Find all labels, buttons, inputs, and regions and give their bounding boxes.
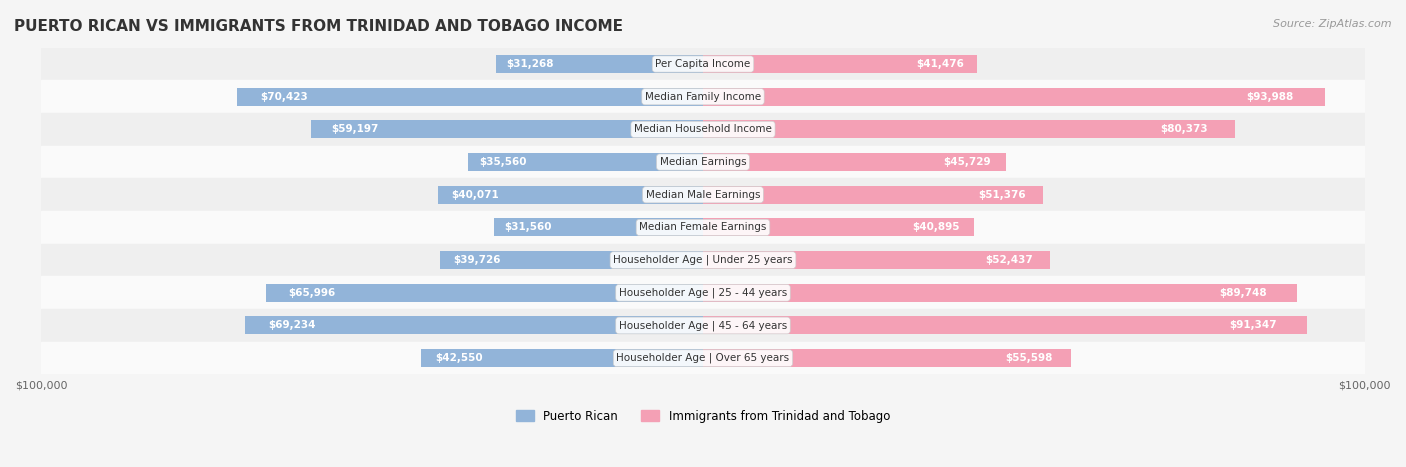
Bar	[422, 349, 703, 367]
Bar	[703, 317, 1308, 334]
Bar	[238, 88, 703, 106]
Text: Householder Age | 45 - 64 years: Householder Age | 45 - 64 years	[619, 320, 787, 331]
Text: Source: ZipAtlas.com: Source: ZipAtlas.com	[1274, 19, 1392, 28]
Text: Per Capita Income: Per Capita Income	[655, 59, 751, 69]
Text: $40,071: $40,071	[451, 190, 499, 200]
Legend: Puerto Rican, Immigrants from Trinidad and Tobago: Puerto Rican, Immigrants from Trinidad a…	[512, 405, 894, 427]
Bar	[468, 153, 703, 171]
Bar	[41, 309, 1365, 342]
Bar	[703, 219, 973, 236]
Text: Median Household Income: Median Household Income	[634, 124, 772, 134]
Bar	[440, 251, 703, 269]
Bar	[41, 146, 1365, 178]
Text: $40,895: $40,895	[912, 222, 960, 233]
Text: Householder Age | Over 65 years: Householder Age | Over 65 years	[616, 353, 790, 363]
Bar	[703, 55, 977, 73]
Bar	[494, 219, 703, 236]
Bar	[703, 120, 1234, 138]
Text: $52,437: $52,437	[984, 255, 1032, 265]
Text: Median Earnings: Median Earnings	[659, 157, 747, 167]
Bar	[703, 284, 1296, 302]
Bar	[41, 244, 1365, 276]
Bar	[437, 186, 703, 204]
Text: $65,996: $65,996	[288, 288, 336, 298]
Bar	[41, 178, 1365, 211]
Text: $55,598: $55,598	[1005, 353, 1053, 363]
Bar	[311, 120, 703, 138]
Text: $35,560: $35,560	[479, 157, 527, 167]
Bar	[41, 80, 1365, 113]
Bar	[41, 48, 1365, 80]
Text: $42,550: $42,550	[436, 353, 484, 363]
Text: $39,726: $39,726	[453, 255, 501, 265]
Bar	[41, 211, 1365, 244]
Text: $91,347: $91,347	[1230, 320, 1277, 331]
Text: $89,748: $89,748	[1219, 288, 1267, 298]
Text: $31,560: $31,560	[505, 222, 553, 233]
Text: $69,234: $69,234	[267, 320, 315, 331]
Bar	[496, 55, 703, 73]
Bar	[703, 186, 1043, 204]
Text: Median Female Earnings: Median Female Earnings	[640, 222, 766, 233]
Text: Median Family Income: Median Family Income	[645, 92, 761, 102]
Text: Median Male Earnings: Median Male Earnings	[645, 190, 761, 200]
Bar	[266, 284, 703, 302]
Bar	[41, 276, 1365, 309]
Text: $45,729: $45,729	[943, 157, 990, 167]
Bar	[703, 88, 1324, 106]
Text: $59,197: $59,197	[330, 124, 378, 134]
Bar	[41, 342, 1365, 375]
Bar	[703, 153, 1005, 171]
Bar	[41, 113, 1365, 146]
Text: $31,268: $31,268	[506, 59, 554, 69]
Text: Householder Age | 25 - 44 years: Householder Age | 25 - 44 years	[619, 288, 787, 298]
Text: Householder Age | Under 25 years: Householder Age | Under 25 years	[613, 255, 793, 265]
Text: $70,423: $70,423	[260, 92, 308, 102]
Text: $51,376: $51,376	[979, 190, 1026, 200]
Bar	[703, 349, 1071, 367]
Text: PUERTO RICAN VS IMMIGRANTS FROM TRINIDAD AND TOBAGO INCOME: PUERTO RICAN VS IMMIGRANTS FROM TRINIDAD…	[14, 19, 623, 34]
Text: $80,373: $80,373	[1160, 124, 1208, 134]
Text: $93,988: $93,988	[1247, 92, 1294, 102]
Bar	[703, 251, 1050, 269]
Bar	[245, 317, 703, 334]
Text: $41,476: $41,476	[915, 59, 963, 69]
